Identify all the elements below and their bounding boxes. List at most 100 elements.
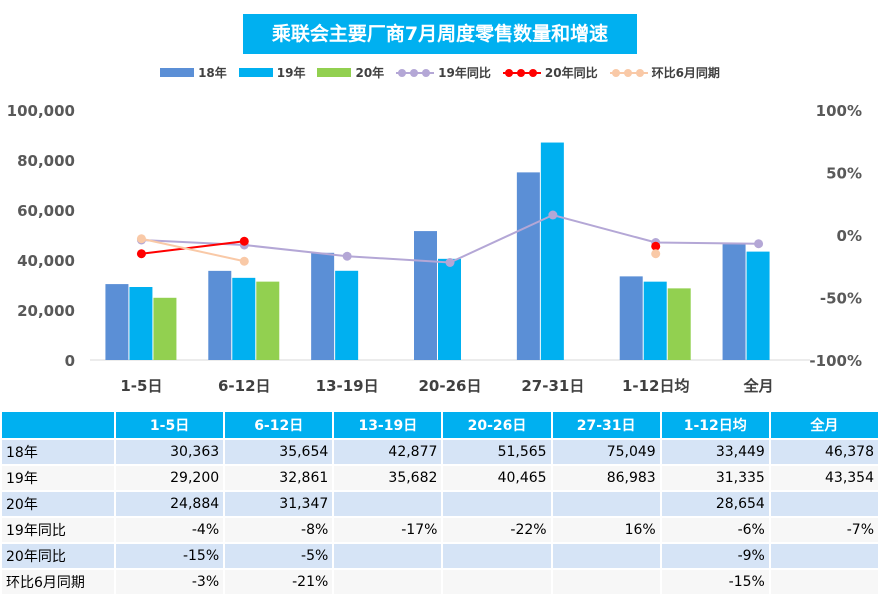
y-right-tick-label: 50%	[826, 165, 862, 183]
x-tick-label: 1-5日	[120, 377, 162, 395]
table-cell: -21%	[223, 568, 335, 596]
table-cell: 28,654	[659, 490, 771, 518]
bar	[667, 288, 691, 360]
y-left-tick-label: 80,000	[17, 152, 75, 170]
bar	[105, 284, 129, 360]
x-tick-label: 13-19日	[316, 377, 379, 395]
table-cell: 51,565	[441, 438, 553, 466]
table-col-header: 全月	[768, 410, 880, 440]
legend-swatch-mom	[609, 68, 648, 78]
table-cell: 29,200	[113, 464, 226, 492]
table-cell: 32,861	[223, 464, 335, 492]
table-cell: 31,347	[223, 490, 335, 518]
y-left-tick-label: 100,000	[7, 102, 75, 120]
bar	[232, 277, 256, 360]
table-cell: 33,449	[659, 438, 771, 466]
table-cell: -4%	[113, 516, 226, 544]
table-cell	[550, 542, 662, 570]
table-cell: 24,884	[113, 490, 226, 518]
bar	[208, 270, 232, 360]
legend-label-20-yoy: 20年同比	[544, 66, 598, 80]
legend-swatch-20	[317, 68, 352, 77]
bar	[311, 252, 335, 360]
table-cell: 43,354	[768, 464, 880, 492]
table-cell: -5%	[223, 542, 335, 570]
line-point	[651, 241, 661, 251]
table-row-label: 19年同比	[0, 516, 116, 544]
legend-item-18: 18年	[160, 64, 227, 81]
table-col-header: 20-26日	[441, 410, 553, 440]
legend-label-19: 19年	[276, 66, 306, 80]
table-col-header: 13-19日	[332, 410, 444, 440]
table-cell: 40,465	[441, 464, 553, 492]
bar	[619, 276, 643, 360]
table-cell	[332, 542, 444, 570]
series-line	[141, 237, 245, 263]
series-line	[141, 213, 759, 264]
table-cell: 86,983	[550, 464, 662, 492]
line-point	[136, 249, 146, 259]
y-right-tick-label: -100%	[809, 352, 862, 370]
data-table: 1-5日 6-12日 13-19日 20-26日 27-31日 1-12日均 全…	[0, 410, 880, 596]
table-cell: 42,877	[332, 438, 444, 466]
table-cell: 35,682	[332, 464, 444, 492]
table-row: 18年 30,363 35,654 42,877 51,565 75,049 3…	[0, 438, 880, 466]
bar	[335, 270, 359, 360]
bar	[256, 281, 280, 360]
line-point	[548, 210, 558, 220]
line-point	[445, 258, 455, 267]
table-row: 20年 24,884 31,347 28,654	[0, 490, 880, 518]
table-cell: 75,049	[550, 438, 662, 466]
table-cell: -3%	[113, 568, 226, 596]
x-tick-label: 27-31日	[521, 377, 584, 395]
bar	[746, 251, 770, 360]
y-left-tick-label: 40,000	[17, 252, 75, 270]
table-cell	[550, 568, 662, 596]
legend-item-19-yoy: 19年同比	[396, 64, 491, 81]
table-cell	[332, 490, 444, 518]
table-col-header: 1-12日均	[659, 410, 771, 440]
table-cell: 46,378	[768, 438, 880, 466]
table-row-label: 20年同比	[0, 542, 116, 570]
table-cell: -22%	[441, 516, 553, 544]
legend-item-19: 19年	[238, 64, 306, 81]
bar	[438, 258, 461, 360]
table-col-header: 1-5日	[113, 410, 226, 440]
table-cell: -9%	[659, 542, 771, 570]
chart-title: 乘联会主要厂商7月周度零售数量和增速	[243, 14, 637, 54]
line-point	[754, 239, 764, 249]
table-cell	[441, 542, 553, 570]
table-cell	[768, 568, 880, 596]
legend-label-20: 20年	[355, 66, 385, 80]
legend-swatch-19-yoy	[396, 68, 435, 78]
bar	[722, 244, 746, 360]
legend-item-mom: 环比6月同期	[609, 64, 720, 81]
legend-label-mom: 环比6月同期	[651, 66, 720, 80]
y-right-tick-label: -50%	[820, 290, 862, 308]
table-cell: 31,335	[659, 464, 771, 492]
legend-label-19-yoy: 19年同比	[438, 66, 491, 80]
table-row-label: 环比6月同期	[0, 568, 116, 596]
bar	[129, 287, 153, 360]
table-col-header: 6-12日	[223, 410, 335, 440]
line-point	[136, 234, 146, 244]
y-right-tick-label: 0%	[837, 227, 862, 245]
table-cell	[332, 568, 444, 596]
bar	[516, 172, 540, 360]
bar	[153, 297, 177, 360]
y-right-tick-label: 100%	[816, 102, 862, 120]
table-row-label: 20年	[0, 490, 116, 518]
legend-item-20-yoy: 20年同比	[502, 64, 598, 81]
legend-swatch-20-yoy	[502, 68, 541, 78]
table-cell: -8%	[223, 516, 335, 544]
x-tick-label: 1-12日均	[622, 377, 690, 395]
line-point	[239, 236, 249, 246]
table-cell	[441, 490, 553, 518]
y-left-tick-label: 20,000	[17, 302, 75, 320]
y-left-tick-label: 60,000	[17, 202, 75, 220]
table-cell: -15%	[113, 542, 226, 570]
table-col-header: 27-31日	[550, 410, 662, 440]
table-cell	[550, 490, 662, 518]
bar	[414, 231, 437, 360]
line-point	[342, 251, 352, 261]
